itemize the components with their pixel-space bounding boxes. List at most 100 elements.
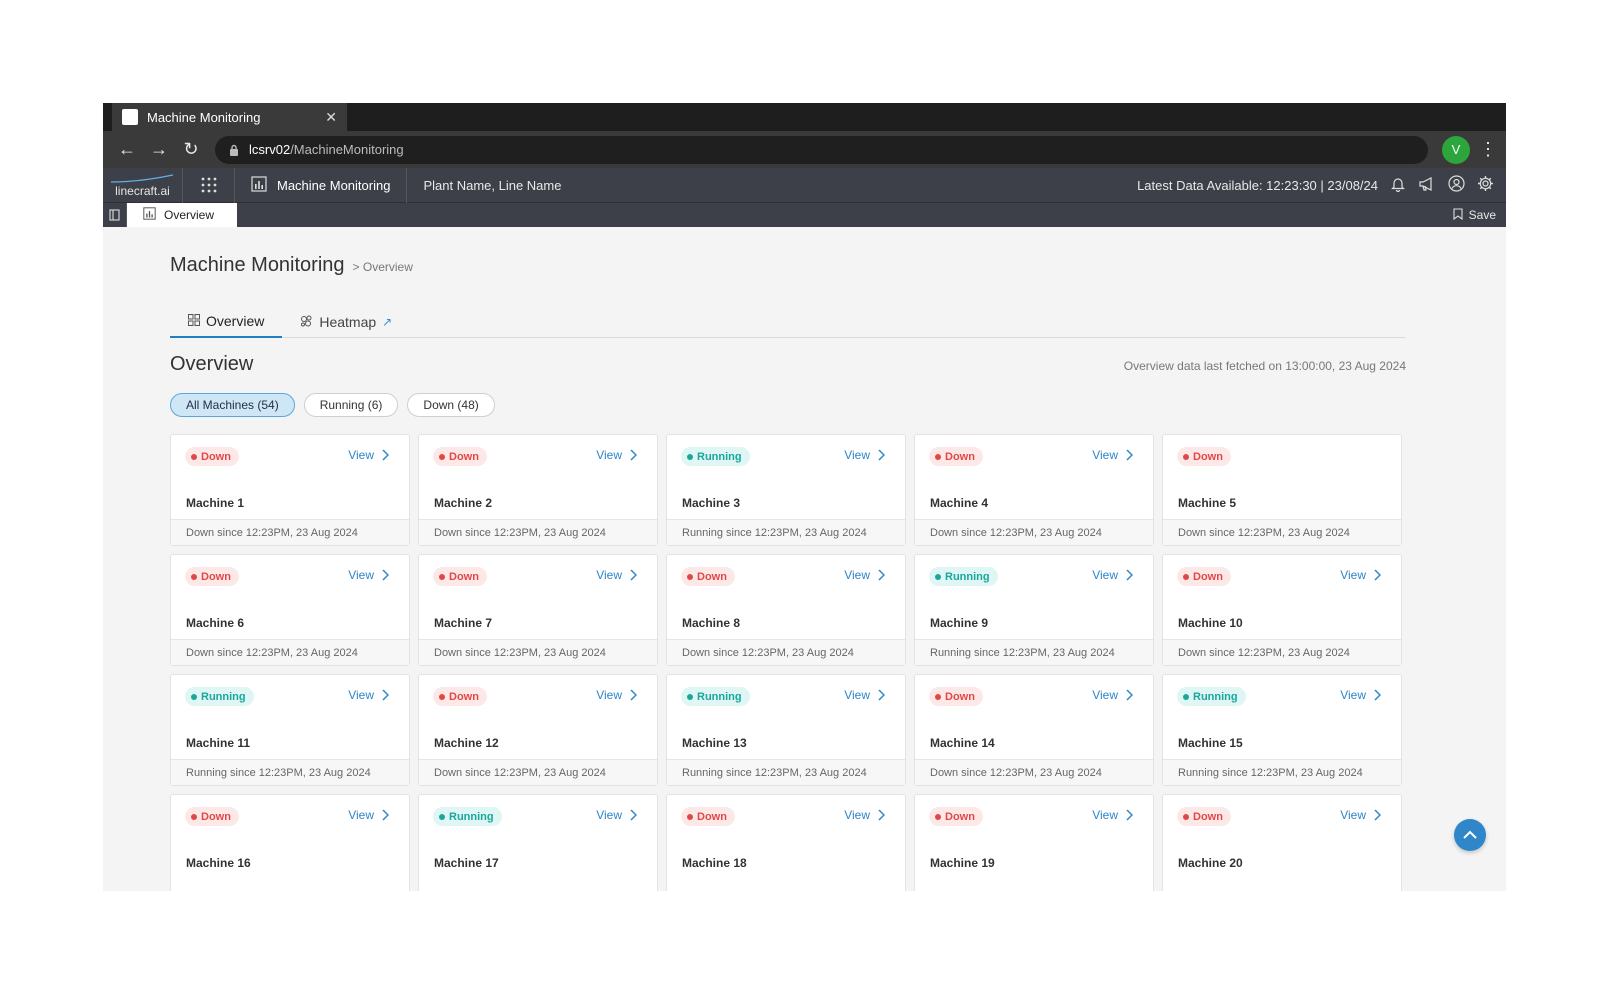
view-button[interactable]: View	[1340, 688, 1381, 702]
machine-card[interactable]: Down View Machine 12 Down since 12:23PM, 23…	[418, 674, 658, 786]
view-button[interactable]: View	[844, 568, 885, 582]
view-button[interactable]: View	[596, 448, 637, 462]
view-button[interactable]: View	[596, 568, 637, 582]
browser-menu-icon[interactable]: ⋮	[1479, 139, 1497, 159]
scroll-to-top-button[interactable]	[1454, 819, 1486, 851]
machine-card[interactable]: Down View Machine 14 Down since 12:23PM, 23…	[914, 674, 1154, 786]
view-button[interactable]: View	[844, 688, 885, 702]
machine-card[interactable]: Down View Machine 18	[666, 794, 906, 891]
view-button[interactable]: View	[1092, 568, 1133, 582]
machine-card[interactable]: Running View Machine 13 Running since 12:23…	[666, 674, 906, 786]
chevron-right-icon	[878, 689, 885, 701]
status-badge: Down	[929, 687, 983, 706]
status-label: Down	[201, 810, 231, 823]
status-dot-icon	[687, 813, 693, 820]
machine-card[interactable]: Down View Machine 6 Down since 12:23PM, 23 …	[170, 554, 410, 666]
view-button[interactable]: View	[1092, 688, 1133, 702]
bell-icon[interactable]	[1390, 176, 1406, 195]
machine-card[interactable]: Down View Machine 2 Down since 12:23PM, 23 …	[418, 434, 658, 546]
view-label: View	[596, 448, 622, 462]
status-dot-icon	[191, 693, 197, 700]
panel-toggle-icon[interactable]	[103, 203, 127, 227]
chevron-right-icon	[1126, 449, 1133, 461]
close-tab-icon[interactable]: ✕	[325, 108, 337, 125]
view-button[interactable]: View	[348, 448, 389, 462]
tab-overview[interactable]: Overview	[170, 305, 283, 338]
view-label: View	[844, 448, 870, 462]
save-button[interactable]: Save	[1453, 203, 1506, 227]
chevron-right-icon	[1126, 569, 1133, 581]
view-button[interactable]: View	[596, 808, 637, 822]
machine-name: Machine 15	[1178, 736, 1243, 750]
machine-card[interactable]: Running View Machine 11 Running since 12:23…	[170, 674, 410, 786]
favicon-icon	[122, 109, 138, 125]
status-badge: Down	[185, 567, 239, 586]
forward-icon[interactable]: →	[150, 139, 168, 159]
plant-line-breadcrumb[interactable]: Plant Name, Line Name	[423, 177, 562, 193]
app-launcher-icon[interactable]	[183, 167, 235, 203]
machine-card[interactable]: Down View Machine 1 Down since 12:23PM, 23 …	[170, 434, 410, 546]
view-label: View	[1340, 688, 1366, 702]
tab-heatmap[interactable]: Heatmap ↗	[282, 305, 410, 338]
status-dot-icon	[935, 693, 941, 700]
app-name-label: Machine Monitoring	[277, 177, 391, 193]
profile-avatar[interactable]: V	[1442, 135, 1470, 164]
logo-text: linecraft.ai	[115, 183, 170, 198]
status-label: Running	[697, 690, 742, 703]
chevron-right-icon	[382, 449, 389, 461]
machine-card[interactable]: Running View Machine 3 Running since 12:23P…	[666, 434, 906, 546]
view-button[interactable]: View	[348, 688, 389, 702]
view-label: View	[844, 568, 870, 582]
chevron-right-icon	[1126, 809, 1133, 821]
machine-card[interactable]: Down View Machine 7 Down since 12:23PM, 23 …	[418, 554, 658, 666]
machine-name: Machine 14	[930, 736, 995, 750]
machine-card[interactable]: Down View Machine 10 Down since 12:23PM, 23…	[1162, 554, 1402, 666]
status-dot-icon	[935, 573, 941, 580]
view-button[interactable]: View	[844, 808, 885, 822]
sub-tab-overview[interactable]: Overview	[127, 203, 237, 227]
machine-card[interactable]: Down View Machine 4 Down since 12:23PM, 23 …	[914, 434, 1154, 546]
megaphone-icon[interactable]	[1418, 176, 1436, 195]
reload-icon[interactable]: ↻	[183, 139, 199, 159]
view-button[interactable]: View	[1340, 808, 1381, 822]
app-name[interactable]: Machine Monitoring	[235, 167, 408, 203]
machine-card[interactable]: Running View Machine 17	[418, 794, 658, 891]
status-badge: Running	[185, 687, 254, 706]
machine-card[interactable]: Running View Machine 9 Running since 12:23P…	[914, 554, 1154, 666]
view-button[interactable]: View	[348, 568, 389, 582]
filter-running[interactable]: Running (6)	[303, 393, 399, 417]
user-icon[interactable]	[1448, 175, 1465, 195]
gear-icon[interactable]	[1477, 175, 1494, 195]
view-button[interactable]: View	[596, 688, 637, 702]
browser-tab[interactable]: Machine Monitoring ✕	[112, 103, 347, 131]
machine-card[interactable]: Down View Machine 19	[914, 794, 1154, 891]
status-badge: Down	[1177, 447, 1231, 466]
machine-card[interactable]: Down View Machine 8 Down since 12:23PM, 23 …	[666, 554, 906, 666]
status-dot-icon	[687, 573, 693, 580]
back-icon[interactable]: ←	[118, 139, 136, 159]
view-button[interactable]: View	[1092, 808, 1133, 822]
view-button[interactable]: View	[1340, 568, 1381, 582]
breadcrumb: > Overview	[352, 260, 413, 274]
machine-name: Machine 19	[930, 856, 995, 870]
machine-card[interactable]: Down View Machine 16	[170, 794, 410, 891]
machine-name: Machine 2	[434, 496, 493, 510]
view-label: View	[1340, 568, 1366, 582]
linecraft-logo[interactable]: linecraft.ai	[103, 167, 183, 203]
view-button[interactable]: View	[844, 448, 885, 462]
address-bar[interactable]: lcsrv02 /MachineMonitoring	[215, 135, 1428, 164]
filter-all-machines[interactable]: All Machines (54)	[170, 393, 295, 417]
view-button[interactable]: View	[348, 808, 389, 822]
machine-card[interactable]: Running View Machine 15 Running since 12:23…	[1162, 674, 1402, 786]
status-label: Running	[945, 570, 990, 583]
filter-down[interactable]: Down (48)	[407, 393, 495, 417]
status-dot-icon	[687, 453, 693, 460]
status-badge: Down	[1177, 567, 1231, 586]
machine-card[interactable]: Down Machine 5 Down since 12:23PM, 23 Aug …	[1162, 434, 1402, 546]
status-badge: Running	[681, 447, 750, 466]
tab-label: Heatmap	[319, 313, 377, 330]
sub-tab-bar: Overview Save	[103, 203, 1506, 227]
browser-window: Machine Monitoring ✕ ← → ↻ lcsrv02 /Mach…	[103, 103, 1506, 891]
machine-card[interactable]: Down View Machine 20	[1162, 794, 1402, 891]
view-button[interactable]: View	[1092, 448, 1133, 462]
